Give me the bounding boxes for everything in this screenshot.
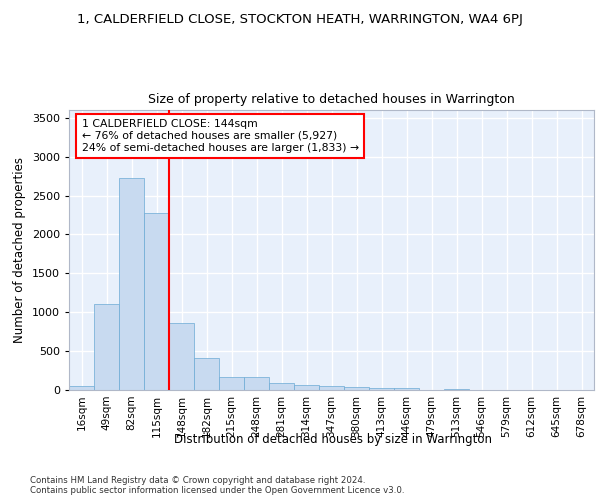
Bar — [269, 383, 294, 390]
Text: Contains public sector information licensed under the Open Government Licence v3: Contains public sector information licen… — [30, 486, 404, 495]
Bar — [69, 386, 94, 390]
Bar — [319, 386, 344, 390]
Text: Contains HM Land Registry data © Crown copyright and database right 2024.: Contains HM Land Registry data © Crown c… — [30, 476, 365, 485]
Text: Distribution of detached houses by size in Warrington: Distribution of detached houses by size … — [174, 432, 492, 446]
Text: 1 CALDERFIELD CLOSE: 144sqm
← 76% of detached houses are smaller (5,927)
24% of : 1 CALDERFIELD CLOSE: 144sqm ← 76% of det… — [82, 120, 359, 152]
Bar — [444, 389, 469, 390]
Bar — [369, 388, 394, 390]
Bar — [394, 388, 419, 390]
Bar — [219, 377, 244, 390]
Bar — [294, 386, 319, 390]
Bar — [344, 388, 369, 390]
Bar — [94, 304, 119, 390]
Bar — [244, 377, 269, 390]
Y-axis label: Number of detached properties: Number of detached properties — [13, 157, 26, 343]
Bar — [119, 178, 144, 390]
Bar — [194, 358, 219, 390]
Bar — [169, 323, 194, 390]
Text: 1, CALDERFIELD CLOSE, STOCKTON HEATH, WARRINGTON, WA4 6PJ: 1, CALDERFIELD CLOSE, STOCKTON HEATH, WA… — [77, 12, 523, 26]
Title: Size of property relative to detached houses in Warrington: Size of property relative to detached ho… — [148, 93, 515, 106]
Bar — [144, 214, 169, 390]
